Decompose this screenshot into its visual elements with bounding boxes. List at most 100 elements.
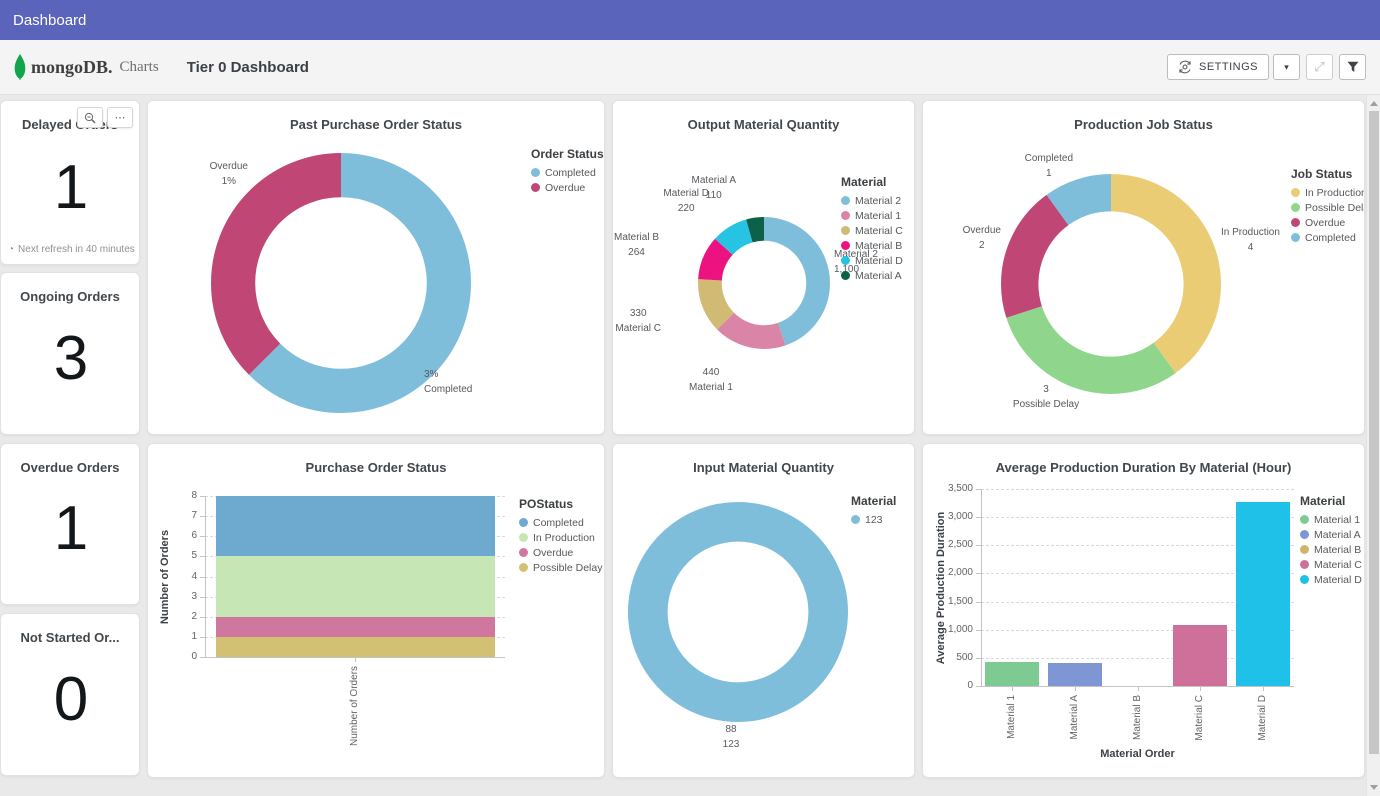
stat-card-title: Overdue Orders	[20, 460, 120, 475]
legend-item[interactable]: Material B	[841, 240, 903, 252]
settings-caret-button[interactable]: ▾	[1273, 54, 1300, 80]
donut-segment-completed[interactable]	[1001, 174, 1221, 394]
chart-card-purchase-order-status: Purchase Order Status 0 1 2 3 4 5 6 7 8 Number of…	[147, 443, 605, 778]
mongodb-leaf-icon	[14, 54, 26, 80]
legend-swatch-icon	[841, 211, 850, 220]
legend-swatch-icon	[519, 548, 528, 557]
legend-swatch-icon	[1291, 218, 1300, 227]
legend-swatch-icon	[1291, 203, 1300, 212]
fullscreen-expand-button[interactable]: ⤢	[1306, 54, 1333, 80]
dashboard-title: Tier 0 Dashboard	[186, 58, 309, 76]
legend-item[interactable]: Overdue	[519, 546, 602, 559]
legend-item[interactable]: Material 1	[841, 209, 903, 222]
filter-button[interactable]	[1339, 54, 1366, 80]
x-tick-label: Material A	[1068, 695, 1080, 740]
legend-item-label: Material A	[855, 269, 902, 282]
donut-segment-overdue[interactable]	[1001, 174, 1221, 394]
donut-segment-123[interactable]	[628, 502, 848, 722]
bar-material-c[interactable]	[1173, 624, 1228, 686]
legend-item[interactable]: Overdue	[531, 181, 604, 194]
y-tick-label: 3,500	[947, 483, 973, 494]
legend-item[interactable]: In Production	[1291, 187, 1364, 199]
legend-item[interactable]: Material B	[1300, 544, 1362, 556]
chart-legend: Material Material 1 Material A Material B Ma…	[1300, 494, 1362, 589]
legend-item[interactable]: Possible Delay	[1291, 202, 1364, 214]
donut-chart[interactable]	[628, 502, 848, 722]
chart-card-average-production-duration: Average Production Duration By Material …	[922, 443, 1365, 778]
scrollbar-up-arrow[interactable]	[1370, 101, 1378, 106]
stacked-bar-segment-in-production[interactable]	[215, 556, 495, 617]
legend-item[interactable]: Material A	[1300, 529, 1362, 541]
stacked-bar-segment-possible-delay[interactable]	[215, 636, 495, 657]
legend-swatch-icon	[1300, 575, 1309, 584]
y-tick	[200, 576, 205, 578]
donut-chart[interactable]	[211, 153, 471, 413]
legend-item-label: Overdue	[1305, 216, 1346, 229]
donut-segment-possible-delay[interactable]	[1001, 174, 1221, 394]
legend-item[interactable]: Material D	[841, 255, 903, 267]
chart-title: Input Material Quantity	[693, 460, 834, 475]
legend-item[interactable]: Completed	[519, 517, 602, 529]
mongodb-charts-logo[interactable]: mongoDB. Charts	[14, 54, 159, 80]
scrollbar-down-arrow[interactable]	[1370, 785, 1378, 790]
refresh-note-text: Next refresh in 40 minutes	[18, 244, 135, 255]
donut-segment-material-1[interactable]	[698, 217, 830, 349]
legend-item[interactable]: Completed	[531, 167, 604, 179]
donut-segment-material-a[interactable]	[698, 217, 830, 349]
legend-item-label: Material 1	[855, 209, 902, 222]
legend-item-label: Overdue	[533, 546, 574, 559]
legend-item[interactable]: Possible Delay	[519, 562, 602, 574]
chart-title: Average Production Duration By Material …	[995, 460, 1292, 475]
y-axis-label: Average Production Duration	[935, 511, 947, 664]
y-tick	[976, 657, 981, 659]
donut-chart[interactable]	[1001, 174, 1221, 394]
legend-item[interactable]: Material C	[1300, 559, 1362, 571]
x-tick-label: Material D	[1256, 695, 1268, 741]
donut-segment-overdue[interactable]	[211, 153, 471, 413]
legend-item[interactable]: 123	[851, 514, 896, 526]
vertical-scrollbar[interactable]	[1366, 95, 1380, 796]
legend-item[interactable]: Material D	[1300, 574, 1362, 586]
legend-item[interactable]: Completed	[1291, 232, 1364, 244]
y-tick-label: 2	[191, 610, 197, 622]
legend-swatch-icon	[531, 168, 540, 177]
stacked-bar-segment-overdue[interactable]	[215, 616, 495, 637]
y-tick-label: 500	[956, 651, 973, 663]
zoom-out-button[interactable]	[77, 107, 103, 128]
app-bar-title: Dashboard	[13, 11, 87, 29]
y-tick	[976, 686, 981, 687]
legend-title: Material	[841, 175, 887, 189]
expand-diagonal-icon: ⤢	[1314, 59, 1325, 74]
legend-item-label: Overdue	[545, 181, 586, 194]
legend-item[interactable]: Overdue	[1291, 216, 1364, 229]
scrollbar-thumb[interactable]	[1368, 111, 1379, 754]
y-tick-label: 1,000	[947, 623, 973, 635]
legend-item[interactable]: Material C	[841, 224, 903, 237]
donut-chart[interactable]	[698, 217, 830, 349]
bar-material-1[interactable]	[985, 662, 1040, 686]
donut-data-label: Material B 264	[614, 230, 659, 260]
ellipsis-menu-button[interactable]: ⋯	[107, 107, 133, 128]
legend-item[interactable]: Material A	[841, 269, 903, 282]
y-tick	[200, 556, 205, 558]
legend-item[interactable]: In Production	[519, 532, 602, 544]
legend-title: Material	[1300, 494, 1346, 508]
settings-button[interactable]: SETTINGS	[1166, 54, 1269, 80]
y-axis-line	[205, 496, 206, 657]
bar-material-a[interactable]	[1047, 662, 1102, 686]
legend-item-label: Material C	[855, 224, 903, 237]
x-tick-label: Material B	[1131, 695, 1143, 741]
donut-data-label-line: Material A	[691, 175, 736, 186]
bar-material-d[interactable]	[1235, 501, 1290, 686]
y-tick-label: 5	[191, 550, 197, 562]
chart-legend: POStatus Completed In Production Overdue Pos…	[519, 497, 602, 577]
legend-item[interactable]: Material 1	[1300, 514, 1362, 526]
gridline	[981, 629, 1294, 631]
legend-swatch-icon	[841, 196, 850, 205]
y-tick-label: 1	[191, 630, 197, 642]
stat-card-title: Not Started Or...	[20, 630, 120, 645]
donut-segment-material-c[interactable]	[698, 217, 830, 349]
stacked-bar-segment-completed[interactable]	[215, 496, 495, 557]
legend-item[interactable]: Material 2	[841, 195, 903, 207]
legend-swatch-icon	[841, 256, 850, 265]
